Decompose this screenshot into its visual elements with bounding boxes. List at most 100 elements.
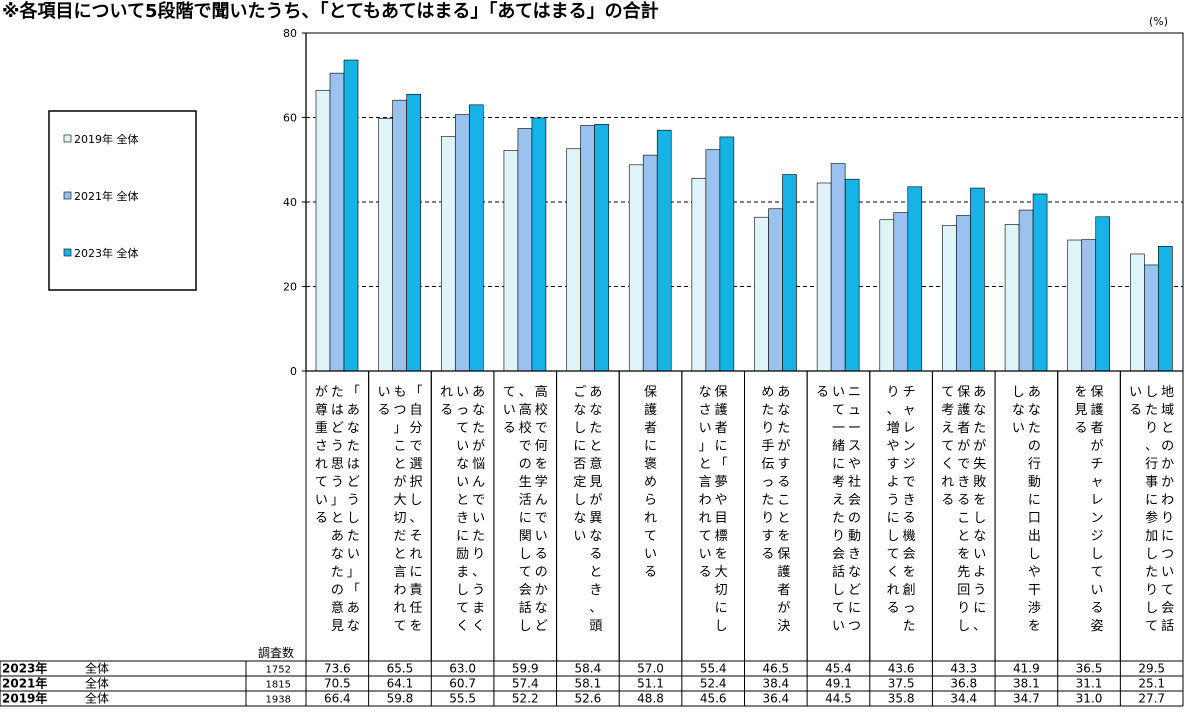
category-label-char: で — [903, 475, 916, 490]
y-tick-label: 80 — [283, 27, 297, 40]
category-label-char: め — [761, 385, 774, 400]
category-label-char: 護 — [777, 564, 790, 580]
category-label-char: し — [519, 547, 532, 562]
category-label-char: る — [315, 511, 328, 526]
unit-label: (%) — [1149, 15, 1168, 28]
category-label-char: い — [699, 421, 712, 436]
bar — [1067, 239, 1083, 372]
category-label-char: て — [941, 439, 954, 454]
category-label-char: り — [1161, 511, 1174, 526]
category-label-char: き — [589, 583, 602, 598]
category-label-char: た — [903, 619, 916, 634]
table-cell: 58.1 — [575, 677, 602, 691]
category-label-char: に — [1161, 529, 1174, 544]
category-label-char: 会 — [1161, 601, 1174, 616]
category-label-char: い — [973, 547, 986, 562]
table-cell: 57.0 — [637, 662, 664, 676]
category-label-char: 尊 — [315, 402, 328, 418]
category-box — [681, 370, 745, 662]
category-box — [556, 370, 620, 662]
category-label-char: 話 — [1161, 618, 1174, 634]
category-label-char: て — [315, 475, 328, 490]
category-label-char: 緒 — [832, 439, 845, 454]
bar — [628, 164, 644, 372]
category-label-char: く — [472, 619, 485, 634]
category-label-char: 何 — [535, 438, 548, 454]
table-cell: 36.8 — [950, 677, 977, 691]
bar — [343, 59, 359, 372]
category-label-char: る — [440, 403, 453, 418]
category-label-char: て — [503, 385, 516, 400]
category-label-char: 機 — [903, 529, 916, 544]
category-label-char: が — [973, 439, 986, 454]
category-label-char: て — [519, 565, 532, 580]
category-label-char: い — [456, 475, 469, 490]
category-label-char: や — [887, 439, 900, 454]
table-cell: 49.1 — [825, 677, 852, 691]
category-label-char: 口 — [1028, 511, 1041, 526]
category-label-char: て — [699, 529, 712, 544]
bar — [1081, 239, 1097, 372]
category-label-char: て — [456, 421, 469, 436]
category-label-char: ン — [903, 439, 916, 454]
category-label-char: い — [456, 439, 469, 454]
category-label-char: う — [331, 475, 344, 490]
bar — [594, 123, 609, 372]
category-label-char: く — [456, 619, 469, 634]
category-label-char: 保 — [1091, 385, 1104, 400]
category-label-char: 大 — [393, 493, 406, 508]
category-label-char: し — [409, 493, 422, 508]
category-label-char: た — [761, 493, 774, 508]
category-label-char: で — [535, 511, 548, 526]
category-label-char: い — [699, 547, 712, 562]
category-box — [994, 370, 1059, 662]
category-label-char: い — [644, 547, 657, 562]
category-label-char: に — [409, 565, 422, 580]
category-label-char: て — [1091, 565, 1104, 580]
table-cell: 63.0 — [449, 662, 476, 676]
category-label-char: 標 — [715, 529, 728, 544]
category-label-char: し — [1091, 547, 1104, 562]
category-label-char: そ — [409, 529, 422, 544]
category-label-char: た — [832, 511, 845, 526]
category-label-char: な — [456, 457, 469, 472]
category-label-char: と — [331, 511, 344, 526]
bar — [329, 72, 345, 372]
category-label-char: と — [589, 565, 602, 580]
category-label-char: う — [472, 583, 485, 598]
category-label-char: 域 — [1161, 403, 1174, 418]
category-label-char: だ — [393, 529, 406, 544]
bar — [719, 136, 735, 372]
category-label-char: う — [887, 493, 900, 508]
bar — [879, 219, 895, 372]
category-label-char: う — [973, 583, 986, 598]
category-label-char: ま — [472, 601, 485, 616]
category-label-char: い — [472, 511, 485, 526]
bar — [830, 163, 846, 372]
category-label-char: 」 — [393, 421, 406, 436]
bar — [1004, 224, 1020, 372]
category-label-char: な — [347, 421, 360, 436]
category-label-char: よ — [973, 565, 986, 580]
bar — [468, 104, 484, 372]
bar — [907, 186, 923, 372]
category-label-char: 、 — [887, 403, 900, 418]
category-label-char: る — [1129, 403, 1142, 418]
table-cell: 45.6 — [700, 692, 727, 706]
y-tick-label: 20 — [283, 281, 297, 294]
category-label-char: 動 — [848, 529, 861, 544]
category-label-char: っ — [456, 403, 469, 418]
category-label-char: ニ — [848, 385, 861, 400]
category-label-char: ュ — [848, 403, 861, 418]
category-label-char: に — [644, 439, 657, 454]
category-label-char: に — [715, 601, 728, 616]
bar — [642, 154, 658, 372]
table-cell: 59.9 — [512, 662, 539, 676]
category-label-char: の — [535, 565, 548, 580]
category-label-char: め — [644, 475, 657, 490]
y-tick-label: 40 — [283, 196, 297, 209]
bar — [531, 117, 547, 372]
category-label-char: で — [519, 439, 532, 454]
category-label-char: た — [1145, 403, 1158, 418]
category-label-char: 保 — [957, 385, 970, 400]
